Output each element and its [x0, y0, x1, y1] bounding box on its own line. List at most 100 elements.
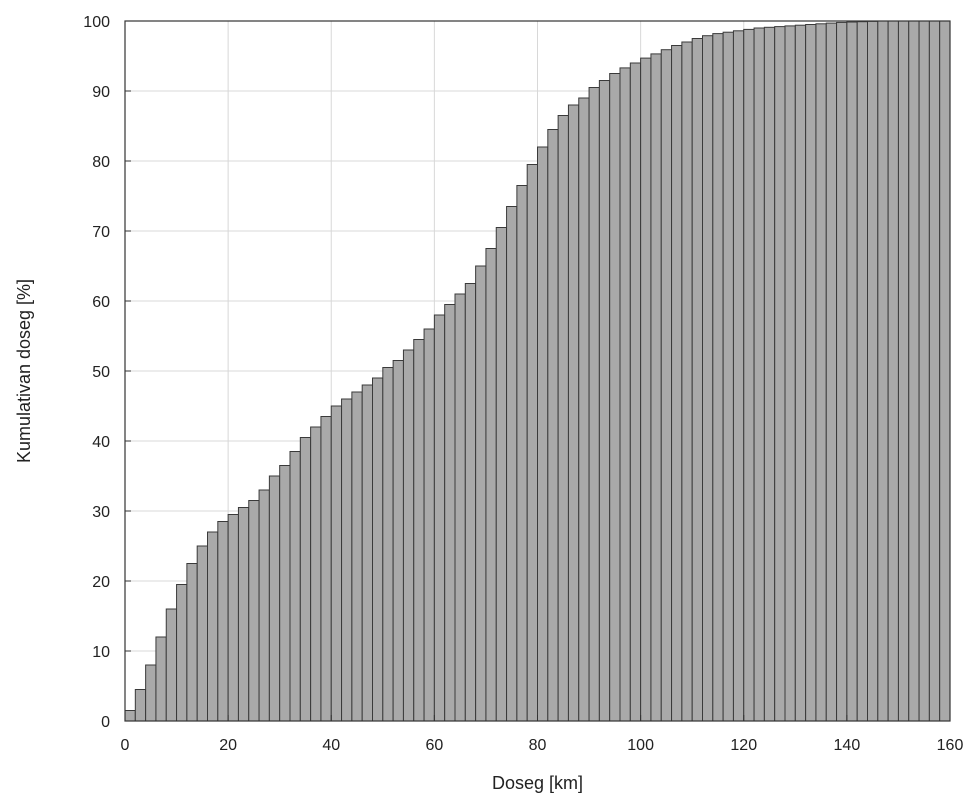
bar: [908, 20, 920, 722]
bar: [289, 451, 301, 722]
y-tick-label: 60: [92, 294, 110, 311]
bar: [454, 293, 466, 722]
bar: [320, 416, 332, 722]
bar: [815, 23, 827, 722]
bar: [361, 384, 373, 722]
bar: [155, 636, 167, 722]
bar: [743, 28, 755, 722]
bar: [464, 283, 477, 722]
bar: [227, 514, 239, 722]
x-tick-label: 20: [219, 737, 237, 754]
bar: [650, 53, 662, 722]
bar: [722, 31, 734, 722]
y-tick-label: 90: [92, 84, 110, 101]
bar: [732, 30, 745, 722]
x-tick-label: 40: [322, 737, 340, 754]
x-tick-label: 160: [937, 737, 964, 754]
bar: [186, 563, 198, 722]
bar: [805, 24, 817, 722]
y-tick-label: 50: [92, 364, 110, 381]
bar: [846, 21, 858, 722]
bar: [598, 80, 611, 722]
bar: [413, 339, 425, 722]
bar: [423, 328, 435, 722]
bar: [557, 115, 569, 722]
bar: [134, 689, 147, 722]
x-tick-label: 120: [730, 737, 757, 754]
bar: [485, 248, 497, 722]
bar: [877, 20, 889, 722]
bar: [691, 38, 703, 722]
bar: [495, 227, 508, 722]
bar: [237, 507, 250, 722]
bar: [640, 57, 652, 722]
bar: [372, 377, 384, 722]
bar: [392, 360, 404, 722]
bar: [712, 33, 724, 722]
bar: [939, 20, 951, 722]
bar: [774, 26, 786, 722]
bar: [547, 129, 559, 722]
bar: [382, 367, 394, 722]
bars: [124, 20, 951, 722]
bar: [702, 35, 714, 722]
bar: [402, 349, 415, 722]
bar: [217, 521, 229, 722]
bar: [433, 314, 446, 722]
bar: [279, 465, 291, 722]
y-axis-title: Kumulativan doseg [%]: [14, 279, 34, 463]
x-tick-label: 100: [627, 737, 654, 754]
bar: [145, 664, 157, 722]
y-axis-ticks: 0 10 20 30 40 50 60 70 80 90 100: [83, 14, 131, 731]
bar: [918, 20, 930, 722]
bar: [506, 206, 518, 722]
bar: [248, 500, 260, 722]
bar: [784, 25, 796, 722]
bar: [856, 21, 868, 722]
y-tick-label: 40: [92, 434, 110, 451]
bar: [588, 87, 600, 722]
bar: [629, 62, 642, 722]
bar: [619, 67, 631, 722]
x-tick-label: 0: [121, 737, 130, 754]
bar: [444, 304, 456, 722]
bar: [671, 45, 683, 722]
bar: [763, 26, 776, 722]
bar: [176, 584, 188, 722]
bar: [310, 426, 322, 722]
bar: [567, 104, 580, 722]
bar: [165, 608, 178, 722]
bar: [825, 22, 838, 722]
x-axis-title: Doseg [km]: [492, 773, 583, 793]
bar: [351, 391, 363, 722]
bar: [660, 49, 673, 722]
bar: [196, 545, 208, 722]
x-tick-label: 140: [834, 737, 861, 754]
y-tick-label: 80: [92, 154, 110, 171]
y-tick-label: 0: [101, 714, 110, 731]
bar: [537, 146, 549, 722]
x-tick-label: 60: [425, 737, 443, 754]
bar: [330, 405, 343, 722]
bar: [836, 21, 848, 722]
y-tick-label: 30: [92, 504, 110, 521]
bar: [475, 265, 487, 722]
bar: [207, 531, 219, 722]
bar: [299, 437, 312, 722]
bar: [681, 41, 693, 722]
bar: [526, 164, 538, 722]
bar: [516, 185, 528, 722]
bar: [341, 398, 353, 722]
bar: [928, 20, 941, 722]
bar: [887, 20, 899, 722]
bar: [897, 20, 910, 722]
x-tick-label: 80: [529, 737, 547, 754]
y-tick-label: 20: [92, 574, 110, 591]
bar: [867, 20, 879, 722]
y-tick-label: 70: [92, 224, 110, 241]
y-tick-label: 100: [83, 14, 110, 31]
bar: [268, 475, 281, 722]
bar: [794, 24, 807, 722]
bar: [258, 489, 270, 722]
